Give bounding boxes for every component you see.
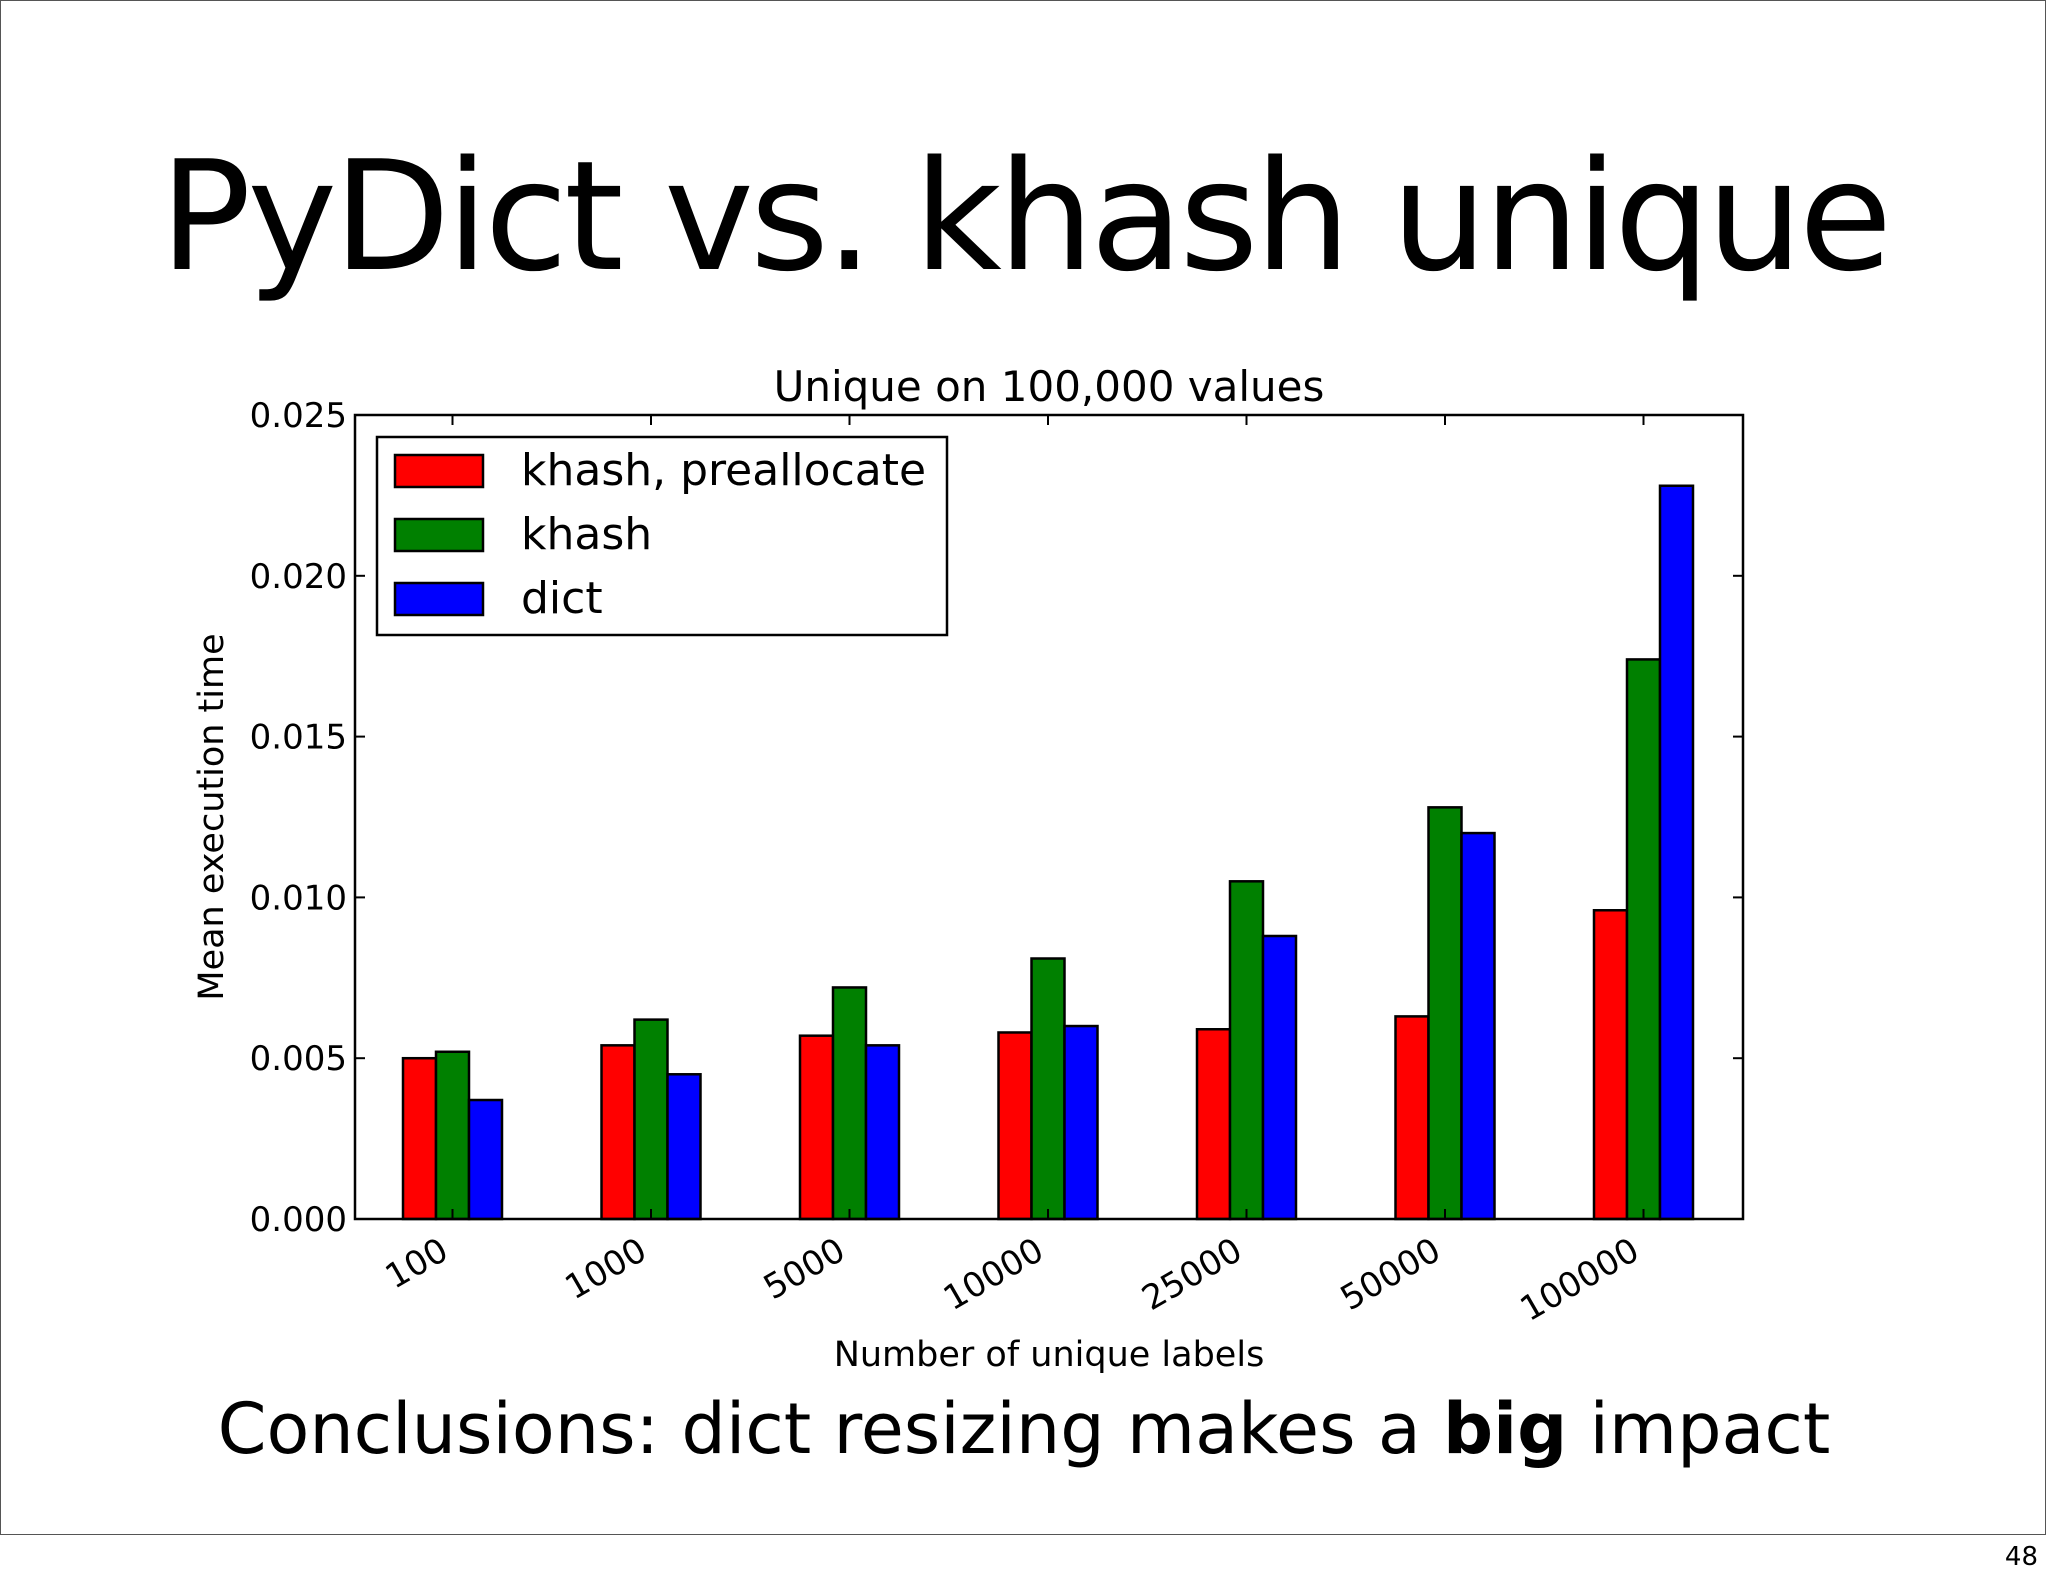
x-tick-label: 50000 xyxy=(1334,1230,1448,1319)
y-axis-label: Mean execution time xyxy=(192,633,232,1000)
bar-dict-100000 xyxy=(1658,484,1695,1221)
bar-khash-100 xyxy=(434,1050,471,1221)
legend-label: dict xyxy=(521,573,603,624)
slide-title: PyDict vs. khash unique xyxy=(159,128,1893,305)
legend-label: khash xyxy=(521,509,652,560)
bar-khash-preallocate-50000 xyxy=(1394,1015,1430,1221)
y-tick-label: 0.005 xyxy=(250,1039,347,1079)
x-tick-label: 10000 xyxy=(937,1230,1051,1319)
slide: PyDict vs. khash unique 0.000 0.005 0.010 0… xyxy=(0,0,2046,1535)
bar-dict-5000 xyxy=(864,1044,901,1221)
conclusion-text: Conclusions: dict resizing makes a big i… xyxy=(1,1391,2047,1468)
bar-khash-preallocate-1000 xyxy=(600,1044,636,1221)
bar-khash-5000 xyxy=(831,986,868,1221)
legend-swatch-khash-preallocate xyxy=(393,453,485,489)
bar-dict-50000 xyxy=(1460,831,1496,1221)
x-tick-label: 1000 xyxy=(559,1230,654,1308)
bar-khash-50000 xyxy=(1427,806,1463,1221)
x-tick-label: 100000 xyxy=(1514,1230,1646,1330)
bar-khash-preallocate-100 xyxy=(401,1056,438,1221)
bar-khash-preallocate-10000 xyxy=(997,1031,1033,1221)
conclusion-text-end: impact xyxy=(1567,1388,1831,1470)
x-tick-label: 100 xyxy=(379,1230,455,1297)
bar-chart: 0.000 0.005 0.010 0.015 0.020 0.025 100 1000 500… xyxy=(192,362,1745,1375)
bar-dict-10000 xyxy=(1063,1024,1099,1221)
bar-khash-preallocate-100000 xyxy=(1592,909,1629,1221)
y-tick-label: 0.025 xyxy=(250,396,347,436)
bar-khash-preallocate-25000 xyxy=(1195,1028,1232,1221)
y-tick-label: 0.015 xyxy=(250,718,347,758)
bar-khash-preallocate-5000 xyxy=(798,1034,835,1221)
bar-dict-100 xyxy=(467,1098,504,1221)
x-tick-label: 25000 xyxy=(1135,1230,1249,1319)
bar-dict-1000 xyxy=(666,1073,702,1221)
y-tick-label: 0.000 xyxy=(250,1200,347,1240)
bar-khash-100000 xyxy=(1625,658,1662,1221)
chart-title: Unique on 100,000 values xyxy=(774,362,1325,411)
legend-label: khash, preallocate xyxy=(521,445,926,496)
x-tick-label: 5000 xyxy=(757,1230,852,1308)
legend-swatch-khash xyxy=(393,517,485,553)
conclusion-text-emphasis: big xyxy=(1443,1388,1568,1470)
bar-khash-1000 xyxy=(633,1018,669,1221)
y-tick-label: 0.020 xyxy=(250,557,347,597)
conclusion-text-start: Conclusions: dict resizing makes a xyxy=(217,1388,1443,1470)
x-axis-label: Number of unique labels xyxy=(834,1335,1265,1375)
bar-dict-25000 xyxy=(1261,934,1298,1221)
legend-swatch-dict xyxy=(393,581,485,617)
page-number: 48 xyxy=(2004,1542,2038,1572)
bar-khash-25000 xyxy=(1228,880,1265,1221)
y-tick-label: 0.010 xyxy=(250,878,347,918)
bar-khash-10000 xyxy=(1030,957,1066,1221)
